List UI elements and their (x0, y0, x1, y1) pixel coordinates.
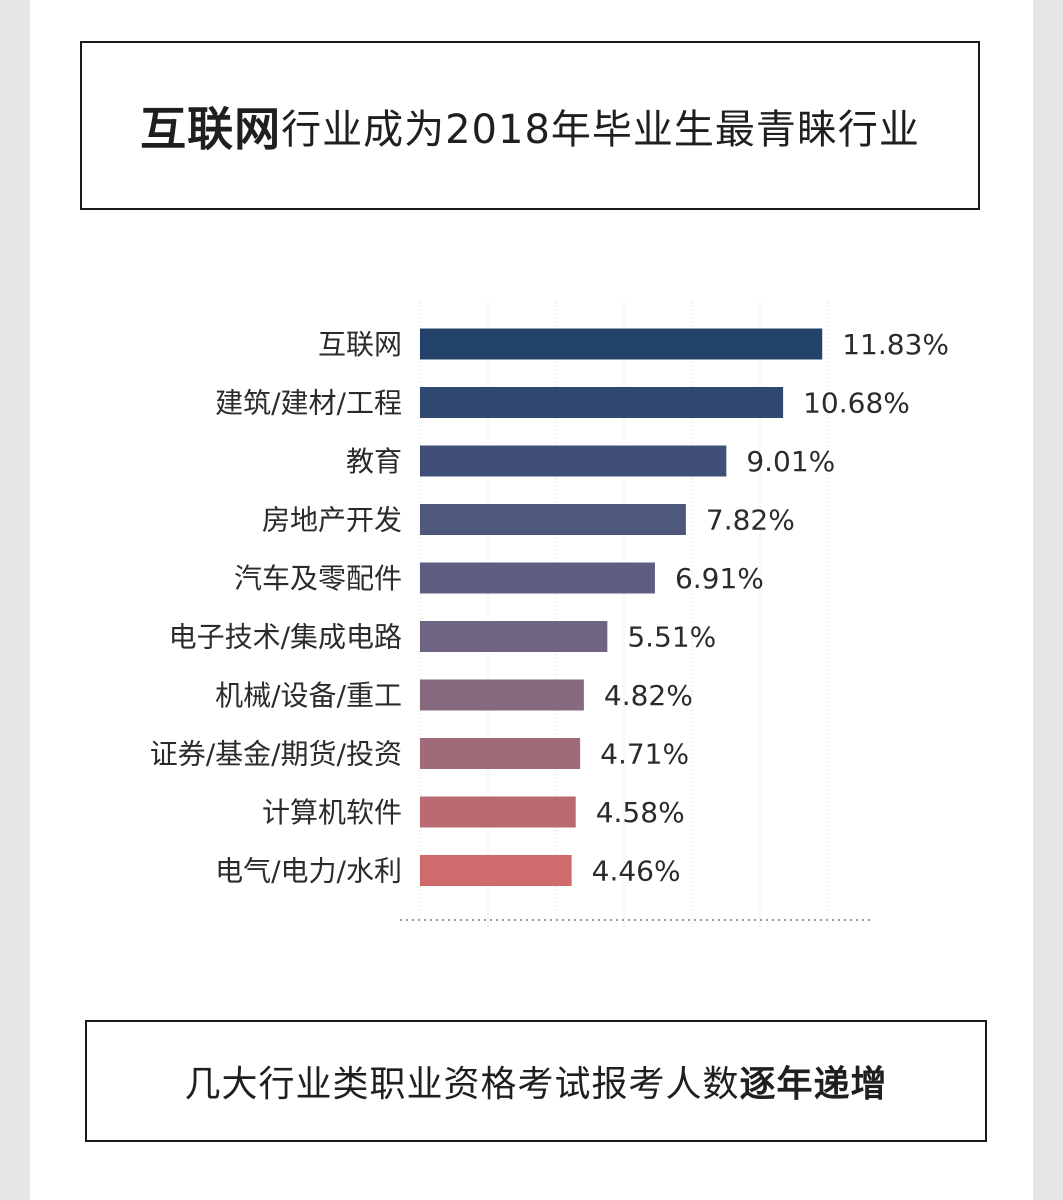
page: 互联网 行业成为2018年毕业生最青睐行业 互联网 11.83% 建筑/建材/工程 10… (30, 0, 1033, 1200)
category-label: 证券/基金/期货/投资 (150, 738, 402, 771)
bar (420, 796, 576, 828)
category-label: 互联网 (318, 328, 402, 361)
value-label: 5.51% (627, 621, 716, 654)
bar (420, 387, 784, 418)
category-label: 建筑/建材/工程 (215, 387, 402, 420)
value-label: 7.82% (706, 504, 795, 537)
footer-highlight: 逐年递增 (739, 1064, 888, 1105)
title-highlight: 互联网 (140, 101, 282, 156)
footer-text: 几大行业类职业资格考试报考人数 (184, 1064, 740, 1105)
footer-box: 几大行业类职业资格考试报考人数 逐年递增 (85, 1020, 987, 1142)
bar (420, 562, 655, 594)
category-label: 汽车及零配件 (234, 562, 402, 595)
bar-chart: 互联网 11.83% 建筑/建材/工程 10.68% 教育 9.01% 房地产开发 7.82%… (150, 302, 949, 928)
value-label: 11.83% (842, 328, 949, 361)
value-label: 4.82% (604, 679, 693, 712)
category-label: 教育 (346, 445, 402, 478)
category-label: 计算机软件 (262, 796, 402, 829)
value-label: 4.71% (600, 738, 689, 771)
value-label: 4.58% (596, 796, 685, 829)
bar (420, 445, 727, 477)
category-label: 机械/设备/重工 (215, 679, 402, 712)
labels: 互联网 11.83% 建筑/建材/工程 10.68% 教育 9.01% 房地产开发 7.82%… (150, 328, 949, 888)
bar (420, 738, 581, 769)
value-label: 10.68% (803, 387, 910, 420)
title-text: 行业成为2018年毕业生最青睐行业 (281, 106, 920, 153)
bar (420, 621, 608, 652)
title-box: 互联网 行业成为2018年毕业生最青睐行业 (80, 41, 980, 210)
bar (420, 679, 584, 711)
category-label: 房地产开发 (262, 504, 402, 537)
bar (420, 504, 686, 535)
bar (420, 328, 823, 360)
bar (420, 855, 572, 886)
value-label: 4.46% (592, 855, 681, 888)
value-label: 9.01% (746, 445, 835, 478)
value-label: 6.91% (675, 562, 764, 595)
bars (420, 328, 823, 886)
category-label: 电子技术/集成电路 (169, 621, 402, 654)
category-label: 电气/电力/水利 (215, 855, 402, 888)
